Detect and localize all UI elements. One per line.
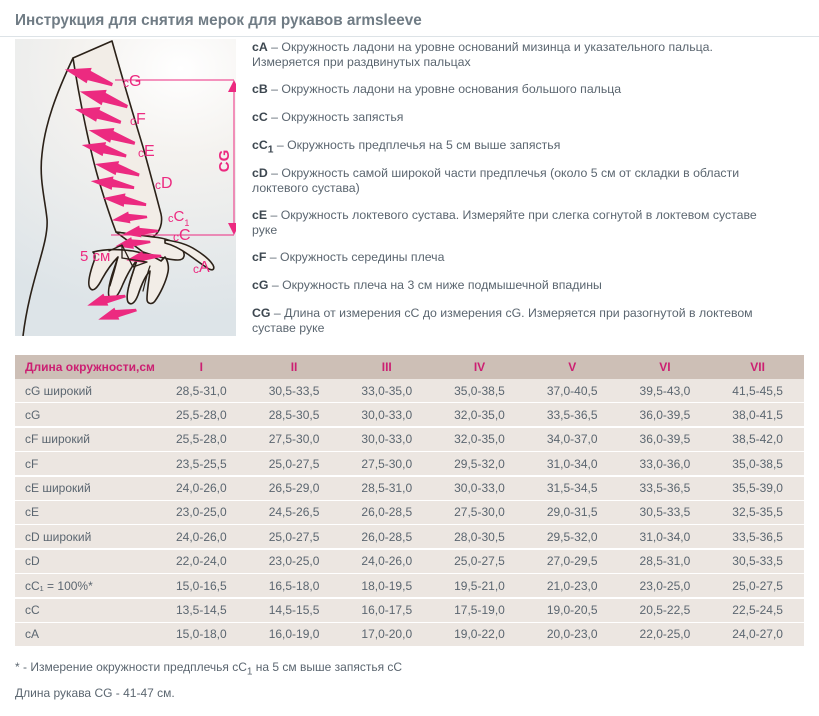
svg-text:cG: cG [123, 73, 141, 90]
svg-text:cC: cC [173, 227, 191, 244]
svg-text:cA: cA [193, 259, 210, 276]
svg-text:cF: cF [130, 111, 146, 128]
svg-text:cD: cD [155, 175, 173, 192]
svg-text:CG: CG [216, 150, 233, 173]
svg-text:5 см: 5 см [80, 248, 110, 265]
svg-text:cE: cE [138, 143, 155, 160]
svg-text:cC1: cC1 [168, 208, 189, 228]
